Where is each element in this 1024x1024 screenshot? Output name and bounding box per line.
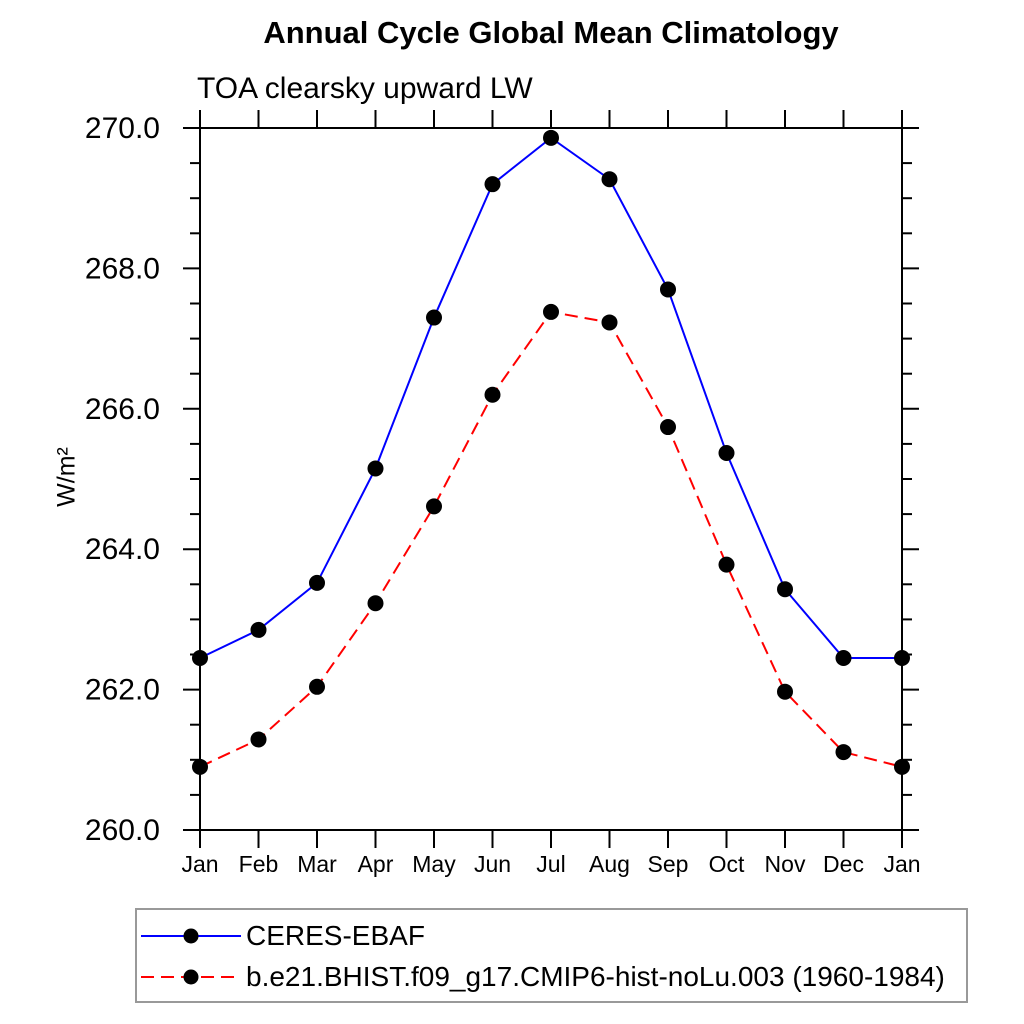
y-tick-label: 268.0 <box>85 252 160 285</box>
legend-marker-dot-icon <box>183 928 199 944</box>
data-point-marker <box>777 581 793 598</box>
data-point-marker <box>543 129 559 146</box>
data-point-marker <box>601 171 618 188</box>
data-point-marker <box>192 758 208 775</box>
data-point-marker <box>835 744 852 761</box>
data-point-marker <box>309 574 325 591</box>
y-tick-label: 264.0 <box>85 533 160 566</box>
x-tick-label: Dec <box>823 851 864 877</box>
x-tick-label: Jan <box>883 851 920 877</box>
data-point-marker <box>426 309 442 326</box>
data-point-marker <box>835 650 852 667</box>
legend-box: CERES-EBAF b.e21.BHIST.f09_g17.CMIP6-his… <box>135 908 968 1003</box>
x-tick-label: Feb <box>239 851 279 877</box>
data-point-marker <box>367 595 384 612</box>
data-point-marker <box>250 621 267 638</box>
x-tick-label: Jan <box>181 851 218 877</box>
x-tick-label: Mar <box>297 851 337 877</box>
x-tick-label: Apr <box>358 851 394 877</box>
legend-line-sample <box>141 969 241 985</box>
legend-label: b.e21.BHIST.f09_g17.CMIP6-hist-noLu.003 … <box>246 961 945 992</box>
legend-item: CERES-EBAF <box>140 920 425 951</box>
x-tick-label: Jul <box>536 851 565 877</box>
chart-title: Annual Cycle Global Mean Climatology <box>263 15 839 50</box>
chart-subtitle: TOA clearsky upward LW <box>197 72 533 105</box>
y-tick-label: 262.0 <box>85 674 160 707</box>
data-point-marker <box>777 683 793 700</box>
data-point-marker <box>894 650 910 667</box>
data-point-marker <box>660 419 676 436</box>
legend-line-sample <box>141 928 241 944</box>
data-point-marker <box>484 386 501 403</box>
data-point-marker <box>367 460 384 477</box>
data-point-marker <box>309 678 325 695</box>
data-point-marker <box>894 758 910 775</box>
data-point-marker <box>660 281 676 298</box>
data-point-marker <box>601 314 618 331</box>
y-tick-label: 260.0 <box>85 814 160 847</box>
legend-label: CERES-EBAF <box>246 920 425 951</box>
x-tick-label: Jun <box>474 851 511 877</box>
x-tick-label: Sep <box>648 851 689 877</box>
x-tick-label: Nov <box>765 851 806 877</box>
data-point-marker <box>484 176 501 193</box>
data-point-marker <box>250 731 267 748</box>
series-line-1 <box>199 310 903 768</box>
x-tick-label: Oct <box>709 851 745 877</box>
y-tick-label: 266.0 <box>85 393 160 426</box>
legend-item: b.e21.BHIST.f09_g17.CMIP6-hist-noLu.003 … <box>140 961 945 992</box>
series-line-0 <box>199 136 902 660</box>
x-tick-label: May <box>412 851 456 877</box>
x-tick-label: Aug <box>589 851 630 877</box>
data-point-marker <box>543 303 559 320</box>
y-tick-label: 270.0 <box>85 112 160 145</box>
data-point-marker <box>192 650 208 667</box>
data-point-marker <box>426 498 442 515</box>
data-point-marker <box>718 445 735 462</box>
data-point-marker <box>718 556 735 573</box>
legend-marker-dot-icon <box>183 969 199 985</box>
